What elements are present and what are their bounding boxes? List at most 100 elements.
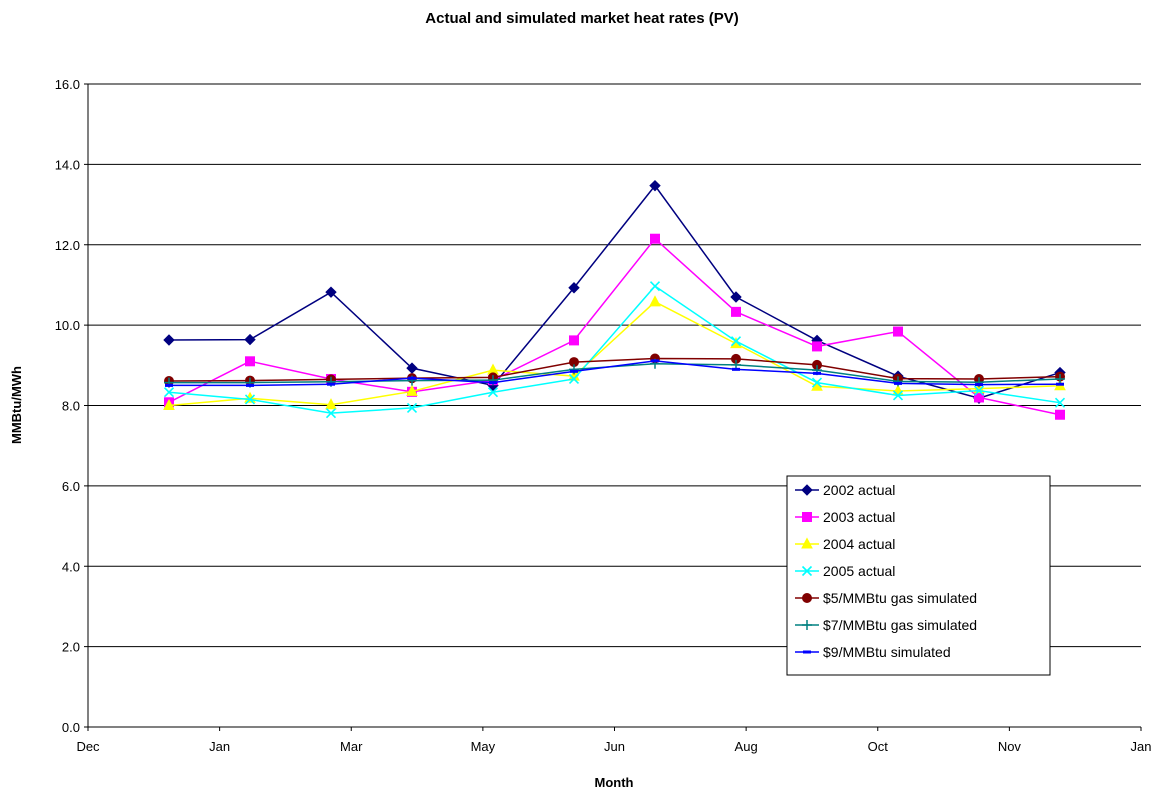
legend-swatch-marker [803, 650, 811, 654]
data-point [489, 381, 497, 385]
data-point [651, 359, 659, 363]
data-point [1055, 409, 1065, 420]
data-point [163, 334, 175, 346]
legend-item: 2005 actual [795, 563, 895, 579]
data-point [245, 356, 255, 367]
series-line [168, 184, 1061, 400]
data-point [649, 295, 661, 307]
data-point [568, 282, 580, 294]
data-point [165, 383, 173, 387]
data-point [406, 384, 418, 396]
data-point [244, 391, 256, 403]
data-point [973, 385, 985, 396]
data-point [732, 367, 740, 371]
data-point [327, 382, 335, 386]
data-point [649, 281, 661, 292]
series-1 [163, 179, 1066, 404]
data-point [406, 362, 418, 374]
data-point [568, 373, 580, 385]
legend-label: 2004 actual [823, 536, 895, 552]
data-point [325, 286, 337, 298]
data-point [811, 377, 823, 388]
legend-label: $7/MMBtu gas simulated [823, 617, 977, 633]
x-tick-label: Mar [340, 739, 363, 754]
y-tick-label: 0.0 [62, 720, 80, 735]
data-point [893, 326, 903, 337]
legend-box [786, 475, 1051, 676]
legend-label: $5/MMBtu gas simulated [823, 590, 977, 606]
series-7 [165, 359, 1064, 387]
plot-series [163, 179, 1066, 420]
legend-item: 2002 actual [795, 482, 895, 498]
x-tick-label: Nov [998, 739, 1022, 754]
legend-label: 2005 actual [823, 563, 895, 579]
data-point [650, 233, 660, 244]
series-3 [163, 295, 1066, 410]
x-tick-label: Jun [604, 739, 625, 754]
x-tick-label: Jan [209, 739, 230, 754]
data-point [892, 390, 904, 401]
x-tick-label: Dec [76, 739, 100, 754]
data-point [649, 179, 661, 192]
data-point [487, 387, 499, 398]
y-tick-labels: 0.0 2.0 4.0 6.0 8.0 10.0 12.0 14.0 16.0 [55, 77, 88, 735]
chart-title: Actual and simulated market heat rates (… [425, 10, 738, 27]
data-point [244, 333, 256, 346]
legend-label: 2003 actual [823, 509, 895, 525]
y-tick-label: 2.0 [62, 640, 80, 655]
data-point [812, 341, 822, 352]
gridlines [88, 83, 1141, 648]
legend-item: $7/MMBtu gas simulated [795, 617, 977, 633]
y-tick-label: 6.0 [62, 479, 80, 494]
legend-swatch-marker [801, 537, 813, 549]
data-point [569, 335, 579, 346]
series-line [168, 357, 1061, 382]
series-line [169, 360, 1061, 387]
data-point [894, 381, 902, 385]
data-point [570, 369, 578, 373]
data-point [408, 376, 416, 380]
series-4 [163, 281, 1066, 419]
data-point [1054, 397, 1066, 408]
series-line [168, 237, 1061, 416]
x-tick-label: Jan [1131, 739, 1152, 754]
legend-swatch-marker [802, 620, 812, 630]
data-point [975, 383, 983, 387]
legend-swatch-marker [801, 565, 813, 577]
legend-item: $5/MMBtu gas simulated [795, 590, 977, 606]
series-5 [164, 353, 1065, 386]
x-tick-label: May [471, 739, 496, 754]
data-point [730, 336, 742, 347]
y-tick-label: 12.0 [55, 238, 80, 253]
legend-swatch-marker [801, 484, 813, 496]
x-axis-title: Month [595, 775, 634, 790]
legend-label: $9/MMBtu simulated [823, 644, 951, 660]
x-tick-label: Oct [868, 739, 889, 754]
series-line [168, 285, 1061, 414]
y-tick-label: 10.0 [55, 318, 80, 333]
series-2 [164, 233, 1065, 420]
data-point [163, 387, 175, 398]
legend-item: 2003 actual [795, 509, 895, 525]
data-point [813, 371, 821, 375]
data-point [730, 291, 742, 303]
legend: 2002 actual 2003 actual 2004 actual 2005 ac… [786, 475, 1051, 676]
legend-label: 2002 actual [823, 482, 895, 498]
y-axis-title: MMBtu/MWh [9, 366, 24, 444]
y-tick-label: 4.0 [62, 559, 80, 574]
x-tick-label: Aug [735, 739, 758, 754]
data-point [731, 306, 741, 317]
data-point [246, 383, 254, 387]
series-line [168, 300, 1061, 407]
data-point [406, 402, 418, 413]
data-point [1055, 373, 1065, 384]
legend-item: 2004 actual [795, 536, 895, 552]
data-point [163, 398, 175, 410]
data-point [244, 394, 256, 405]
y-tick-label: 8.0 [62, 399, 80, 414]
y-tick-label: 16.0 [55, 77, 80, 92]
data-point [325, 398, 337, 410]
legend-swatch-marker [802, 593, 812, 603]
x-tick-labels: Dec Jan Mar May Jun Aug Oct Nov Jan [76, 727, 1151, 754]
